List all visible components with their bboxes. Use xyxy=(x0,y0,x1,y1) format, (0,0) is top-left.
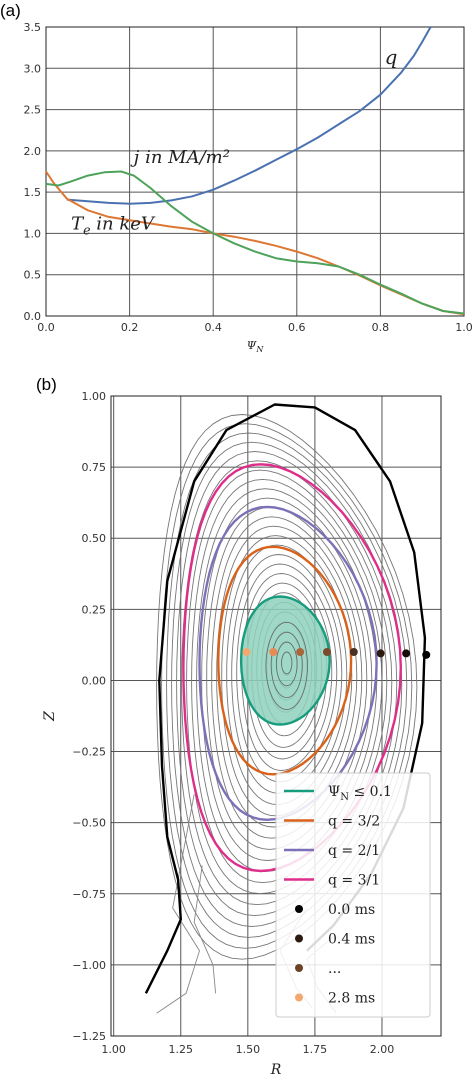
panel-a-chart: 0.0 0.2 0.4 0.6 0.8 1.0 0.0 0.5 1.0 1.5 2.0 2.5 3.0 3… xyxy=(24,21,473,354)
x-tick-label: 1.50 xyxy=(236,1043,261,1056)
x-tick-label: 1.0 xyxy=(455,321,473,334)
y-tick-label: 1.5 xyxy=(24,186,42,199)
annotation-label: j in MA/m² xyxy=(130,147,230,168)
panel-a-label: (a) xyxy=(0,1,21,20)
x-tick-label: 0.0 xyxy=(37,321,55,334)
core-contour xyxy=(265,621,309,710)
panel-b-x-axis-label: R xyxy=(270,1062,282,1078)
y-tick-label: −1.00 xyxy=(72,959,106,972)
y-tick-label: −0.50 xyxy=(72,817,106,830)
time-point-marker xyxy=(242,648,251,656)
legend-label: q = 2/1 xyxy=(328,843,380,859)
series-line-2 xyxy=(45,170,465,315)
time-point-markers xyxy=(242,648,431,659)
y-tick-label: −0.75 xyxy=(72,888,106,901)
x-tick-label: 0.8 xyxy=(372,321,390,334)
panel-b-label: (b) xyxy=(36,375,57,394)
core-contour xyxy=(270,631,303,699)
y-tick-label: 2.5 xyxy=(24,104,42,117)
panel-b-chart: 1.00 1.25 1.50 1.75 2.00 1.00 0.75 0.50 0.25 0.00… xyxy=(42,390,442,1078)
y-tick-label: 1.0 xyxy=(24,227,42,240)
y-tick-label: 0.50 xyxy=(82,532,107,545)
legend-label: q = 3/1 xyxy=(328,873,380,889)
legend-label: 2.8 ms xyxy=(328,991,375,1007)
panel-b-tick-labels: 1.00 1.25 1.50 1.75 2.00 1.00 0.75 0.50 0.25 0.00… xyxy=(72,390,394,1056)
y-tick-label: 1.00 xyxy=(82,390,107,403)
core-contour xyxy=(281,651,293,675)
legend-dot-marker xyxy=(295,964,303,972)
x-tick-label: 2.00 xyxy=(370,1043,395,1056)
time-point-marker xyxy=(296,648,305,656)
legend-label: ... xyxy=(328,961,341,977)
y-tick-label: 0.5 xyxy=(24,269,42,282)
x-tick-label: 1.75 xyxy=(303,1043,328,1056)
panel-a-annotations: q j in MA/m² Te in keV xyxy=(71,45,397,237)
y-tick-label: 0.25 xyxy=(82,603,107,616)
series-line-0 xyxy=(66,26,432,205)
divertor-leg xyxy=(193,865,217,994)
panel-b-frame xyxy=(110,395,442,1037)
x-tick-label: 1.25 xyxy=(169,1043,194,1056)
panel-a-tick-labels: 0.0 0.2 0.4 0.6 0.8 1.0 0.0 0.5 1.0 1.5 2.0 2.5 3.0 3… xyxy=(24,21,473,334)
y-tick-label: 0.75 xyxy=(82,461,107,474)
annotation-label: q xyxy=(385,45,398,69)
legend-box xyxy=(275,772,431,1018)
legend-dot-marker xyxy=(295,905,303,913)
legend-dot-marker xyxy=(295,993,303,1002)
legend-dot-marker xyxy=(295,934,303,943)
surface-1 xyxy=(217,545,353,776)
y-tick-label: 3.5 xyxy=(24,21,42,34)
x-tick-label: 0.4 xyxy=(204,321,222,334)
surface-0 xyxy=(239,595,331,726)
legend-label: q = 3/2 xyxy=(328,814,380,830)
time-point-marker xyxy=(269,648,278,656)
core-contour xyxy=(275,641,298,687)
time-point-marker xyxy=(322,648,331,656)
y-tick-label: 2.0 xyxy=(24,145,42,158)
y-tick-label: −0.25 xyxy=(72,746,106,759)
time-point-marker xyxy=(422,650,431,659)
x-tick-label: 1.00 xyxy=(101,1043,126,1056)
x-tick-label: 0.6 xyxy=(288,321,306,334)
y-tick-label: 0.0 xyxy=(24,310,42,323)
panel-a-x-axis-label: ΨN xyxy=(247,339,265,354)
divertor-leg xyxy=(156,794,200,1014)
panel-b-y-axis-label: Z xyxy=(42,711,58,722)
legend-label: 0.0 ms xyxy=(328,902,375,918)
annotation-label: Te in keV xyxy=(71,213,156,237)
flux-contour xyxy=(236,563,338,783)
x-tick-label: 0.2 xyxy=(121,321,139,334)
legend-label: 0.4 ms xyxy=(328,932,375,948)
time-point-marker xyxy=(376,649,385,658)
y-tick-label: 0.00 xyxy=(82,674,107,687)
time-point-marker xyxy=(402,649,411,658)
legend: ΨN ≤ 0.1q = 3/2q = 2/1q = 3/10.0 ms0.4 m… xyxy=(275,772,431,1018)
y-tick-label: −1.25 xyxy=(72,1030,106,1043)
time-point-marker xyxy=(349,648,358,656)
panel-a-series xyxy=(45,26,465,316)
y-tick-label: 3.0 xyxy=(24,62,42,75)
